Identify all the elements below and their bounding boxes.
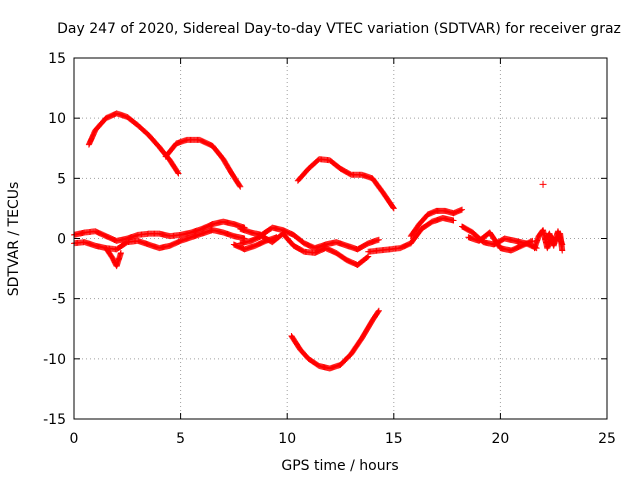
data-point [237,183,244,190]
series-base-6 [230,234,280,253]
data-point [273,234,280,241]
x-tick-label: 10 [278,431,296,447]
plot-frame [73,57,608,420]
x-tick-label: 20 [491,431,509,447]
series-outlier [539,180,547,188]
data-point [364,254,371,261]
series-base-12 [542,228,566,249]
series-arc-upper-3 [294,156,397,212]
data-point [459,206,466,213]
series-base-7 [365,215,457,255]
series-base-4 [237,224,382,253]
series-arc-upper-1 [85,110,182,177]
data-point [375,308,382,315]
data-point [375,307,382,314]
axis-ticks: 0 5 10 15 20 25 -15 -10 -5 0 5 10 15 [43,51,616,447]
data-point [559,241,566,248]
x-tick-label: 0 [70,431,79,447]
y-tick-label: 5 [57,171,66,187]
data-point [375,236,382,243]
x-tick-label: 15 [385,431,403,447]
data-point [175,170,182,177]
series-base-2 [71,227,248,253]
data-point [539,180,547,188]
data-point [390,204,397,211]
series-base-3 [102,245,124,270]
y-axis-label: SDTVAR / TECUs [6,182,22,297]
data-point [117,249,124,256]
y-tick-label: 0 [57,232,66,248]
series-arc-upper-2 [162,136,244,190]
data-point [390,205,397,212]
x-axis-label: GPS time / hours [281,458,398,474]
data-point [450,217,457,224]
y-tick-label: -10 [43,352,66,368]
data-points [71,110,566,372]
x-tick-label: 25 [598,431,616,447]
data-point [559,247,566,254]
x-tick-label: 5 [176,431,185,447]
grid-lines [74,58,607,419]
chart-title: Day 247 of 2020, Sidereal Day-to-day VTE… [57,21,621,37]
series-base-1 [71,218,248,244]
y-tick-label: 15 [48,51,66,67]
series-base-10 [465,229,536,254]
y-tick-label: -15 [43,412,66,428]
data-point [174,169,181,176]
y-tick-label: 10 [48,111,66,127]
series-base-8 [407,206,466,240]
y-tick-label: -5 [52,292,66,308]
series-arc-negative [288,307,382,372]
data-point [236,182,243,189]
